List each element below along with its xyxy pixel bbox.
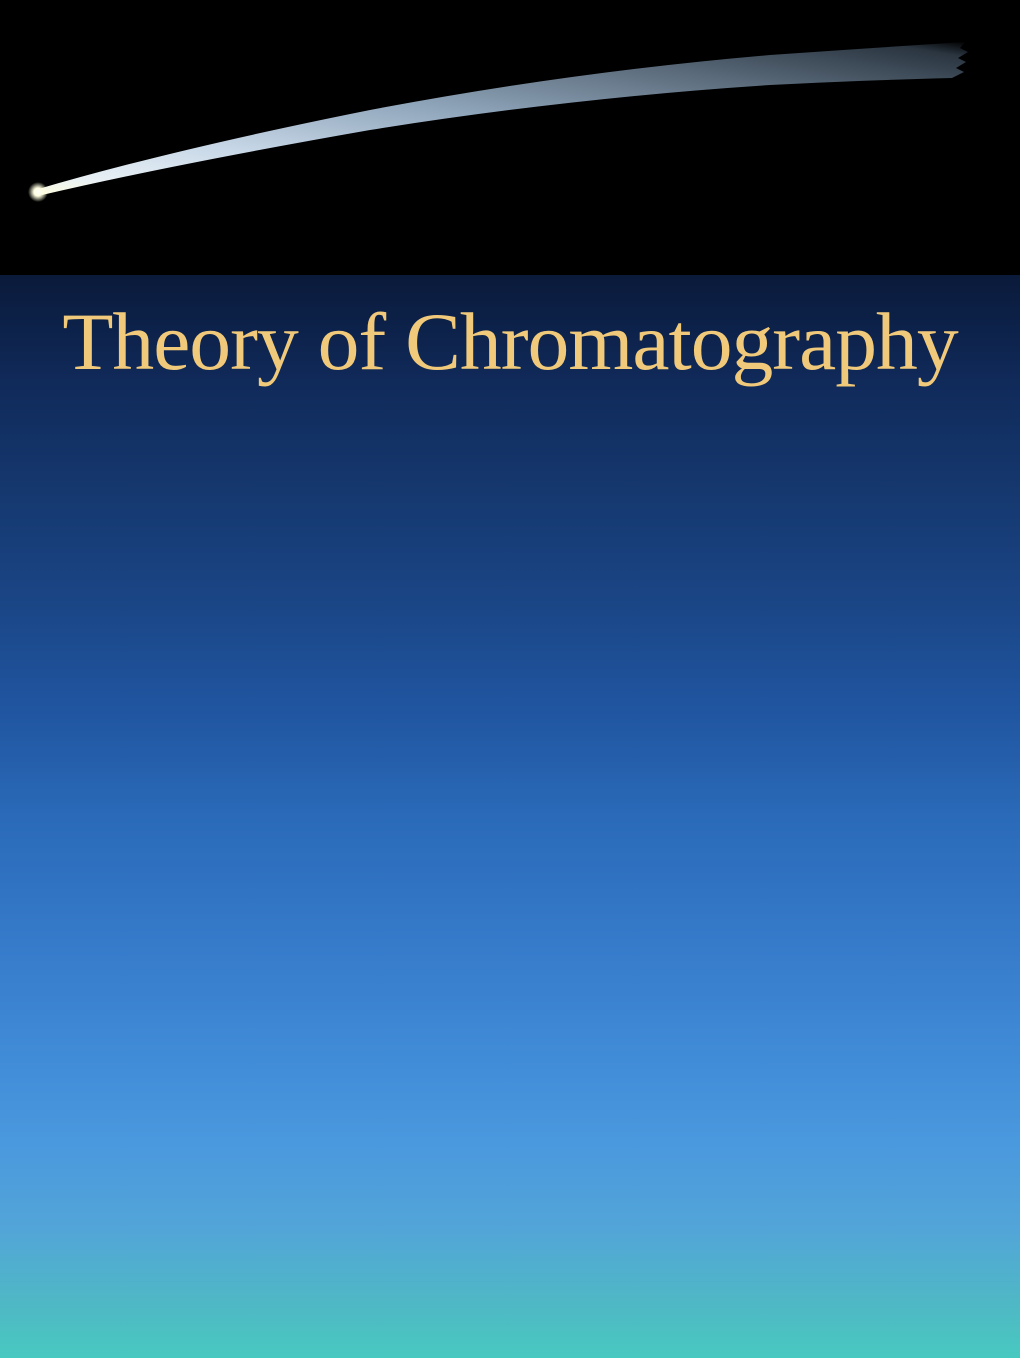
comet-graphic — [20, 30, 980, 210]
slide-title: Theory of Chromatography — [0, 295, 1020, 389]
gradient-background — [0, 275, 1020, 1358]
slide-container: Theory of Chromatography — [0, 0, 1020, 1358]
top-black-section — [0, 0, 1020, 275]
